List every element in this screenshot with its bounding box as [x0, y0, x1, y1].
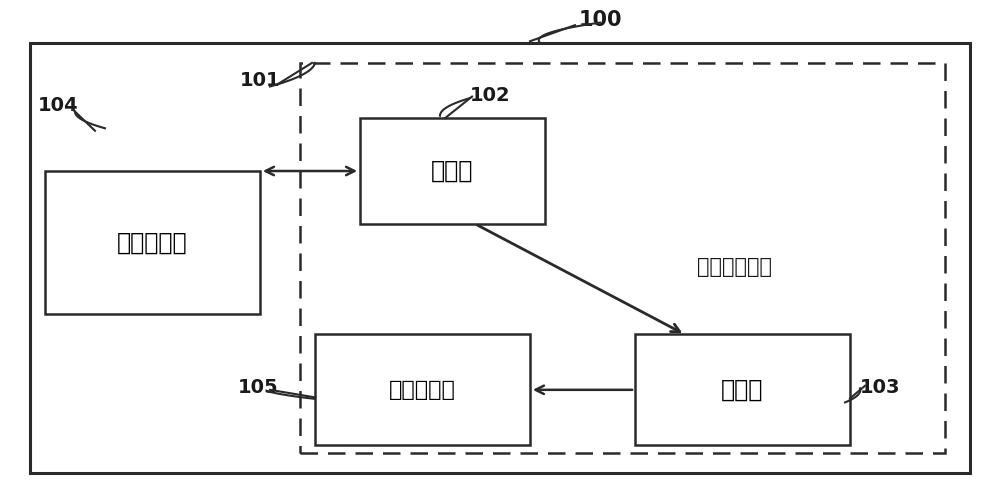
Text: 100: 100: [578, 10, 622, 30]
Text: 发送状态信息: 发送状态信息: [698, 257, 772, 277]
Bar: [315, 334, 530, 445]
Bar: [360, 118, 545, 224]
Bar: [635, 334, 850, 445]
Text: 状态指示灯: 状态指示灯: [389, 380, 456, 400]
Bar: [300, 63, 945, 453]
Text: 控制器: 控制器: [721, 378, 764, 402]
Bar: [45, 171, 260, 314]
Text: 102: 102: [470, 86, 510, 105]
Text: 101: 101: [240, 71, 280, 90]
Text: 传感器: 传感器: [431, 159, 474, 183]
Text: 104: 104: [38, 96, 78, 115]
Bar: [30, 43, 970, 473]
Text: 功能性附件: 功能性附件: [117, 231, 188, 255]
Text: 105: 105: [238, 378, 278, 397]
Text: 103: 103: [860, 378, 900, 397]
